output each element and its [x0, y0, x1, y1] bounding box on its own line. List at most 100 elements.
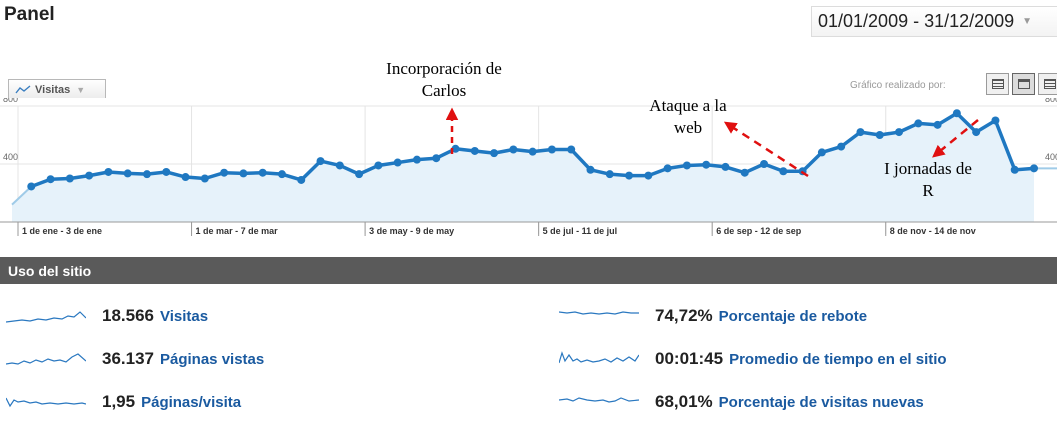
- chart-line-start: [11, 185, 32, 206]
- data-point: [200, 174, 209, 183]
- data-point: [644, 171, 653, 180]
- data-point: [335, 161, 344, 170]
- sparkline-new-visits: [559, 397, 639, 403]
- metric-label[interactable]: Visitas: [160, 307, 209, 325]
- data-point: [162, 167, 171, 176]
- line-chart-icon: [15, 84, 31, 93]
- data-point: [856, 128, 865, 137]
- annotation-jornadas: I jornadas de R: [884, 159, 972, 200]
- data-point: [1010, 165, 1019, 174]
- data-point: [374, 161, 383, 170]
- summary-view-button[interactable]: [1012, 73, 1035, 95]
- detail-view-button[interactable]: [1038, 73, 1057, 95]
- metric-value: 18.566: [102, 306, 154, 325]
- metric-bounce-rate[interactable]: 74,72% Porcentaje de rebote: [559, 304, 867, 328]
- date-range-selector[interactable]: 01/01/2009 - 31/12/2009 ▼: [811, 6, 1057, 37]
- data-point: [895, 128, 904, 137]
- list-view-icon: [991, 79, 1004, 89]
- x-tick-label: 8 de nov - 14 de nov: [890, 226, 976, 236]
- data-point: [952, 109, 961, 118]
- data-point: [779, 167, 788, 176]
- y-tick-label-right: 800: [1045, 98, 1057, 104]
- list-view-button[interactable]: [986, 73, 1009, 95]
- chevron-down-icon: ▼: [76, 84, 86, 95]
- summary-view-icon: [1017, 79, 1030, 89]
- data-point: [740, 168, 749, 177]
- data-point: [875, 131, 884, 139]
- metric-selector-button[interactable]: Visitas ▼: [8, 79, 106, 99]
- data-point: [239, 169, 248, 178]
- metric-selector-label: Visitas: [35, 83, 71, 96]
- page-title: Panel: [4, 4, 55, 25]
- visits-line-chart: 800 800 400 400 1 de ene - 3 de ene 1 de mar …: [0, 98, 1057, 236]
- data-point: [837, 142, 846, 151]
- y-tick-label: 400: [3, 152, 18, 162]
- data-point: [104, 167, 113, 176]
- data-point: [605, 170, 614, 179]
- metric-value: 74,72%: [655, 306, 713, 325]
- data-point: [85, 171, 94, 180]
- x-tick-label: 1 de ene - 3 de ene: [22, 226, 102, 236]
- metric-value: 1,95: [102, 392, 136, 411]
- y-tick-label: 800: [3, 98, 18, 104]
- data-point: [451, 144, 460, 153]
- data-point: [412, 155, 421, 164]
- data-point: [721, 162, 730, 171]
- y-tick-label-right: 400: [1045, 152, 1057, 162]
- metric-label[interactable]: Porcentaje de visitas nuevas: [718, 393, 924, 411]
- x-tick-label: 1 de mar - 7 de mar: [196, 226, 279, 236]
- sparkline-pageviews: [6, 353, 86, 365]
- data-point: [470, 146, 479, 155]
- data-point: [316, 157, 325, 166]
- date-range-value: 01/01/2009 - 31/12/2009: [818, 11, 1015, 31]
- data-point: [509, 145, 518, 154]
- data-point: [586, 165, 595, 174]
- detail-view-icon: [1043, 79, 1056, 89]
- data-point: [663, 164, 672, 173]
- data-point: [393, 158, 402, 167]
- data-point: [220, 168, 229, 177]
- data-point: [297, 175, 306, 184]
- metric-avg-time[interactable]: 00:01:45 Promedio de tiempo en el sitio: [559, 347, 947, 371]
- metric-value: 68,01%: [655, 392, 713, 411]
- data-point: [123, 169, 132, 178]
- data-point: [817, 148, 826, 157]
- metric-label[interactable]: Páginas/visita: [141, 393, 242, 411]
- data-point: [972, 128, 981, 137]
- metric-label[interactable]: Páginas vistas: [160, 350, 265, 368]
- sparkline-pages-per-visit: [6, 397, 86, 408]
- chevron-down-icon: ▼: [1022, 16, 1033, 27]
- data-point: [1030, 164, 1038, 173]
- data-point: [914, 119, 923, 128]
- metric-label[interactable]: Porcentaje de rebote: [718, 307, 868, 325]
- metric-new-visits[interactable]: 68,01% Porcentaje de visitas nuevas: [559, 390, 924, 414]
- data-point: [567, 145, 576, 154]
- arrow-ataque: [723, 121, 809, 178]
- x-tick-label: 6 de sep - 12 de sep: [716, 226, 802, 236]
- arrow-jornadas: [932, 119, 979, 158]
- metric-label[interactable]: Promedio de tiempo en el sitio: [729, 350, 947, 368]
- data-point: [760, 160, 769, 168]
- metric-pageviews[interactable]: 36.137 Páginas vistas: [6, 347, 264, 371]
- data-point: [181, 173, 190, 182]
- data-point: [528, 147, 537, 156]
- data-point: [46, 175, 55, 184]
- metric-visits[interactable]: 18.566 Visitas: [6, 304, 208, 328]
- annotation-incorporacion: Incorporación de Carlos: [386, 59, 502, 100]
- metric-value: 00:01:45: [655, 349, 724, 368]
- data-point: [277, 170, 286, 179]
- sparkline-avg-time: [559, 351, 639, 364]
- chart-area-fill: [12, 113, 1034, 222]
- data-point: [625, 171, 634, 180]
- annotation-ataque: Ataque a la web: [649, 96, 727, 137]
- data-point: [432, 154, 441, 163]
- data-point: [991, 116, 1000, 125]
- data-point: [933, 120, 942, 129]
- data-point: [682, 161, 691, 170]
- data-point: [65, 174, 74, 183]
- chart-by-label: Gráfico realizado por:: [850, 80, 946, 91]
- data-point: [490, 149, 499, 158]
- metric-pages-per-visit[interactable]: 1,95 Páginas/visita: [6, 390, 241, 414]
- sparkline-bounce-rate: [559, 311, 639, 315]
- data-point: [27, 182, 36, 191]
